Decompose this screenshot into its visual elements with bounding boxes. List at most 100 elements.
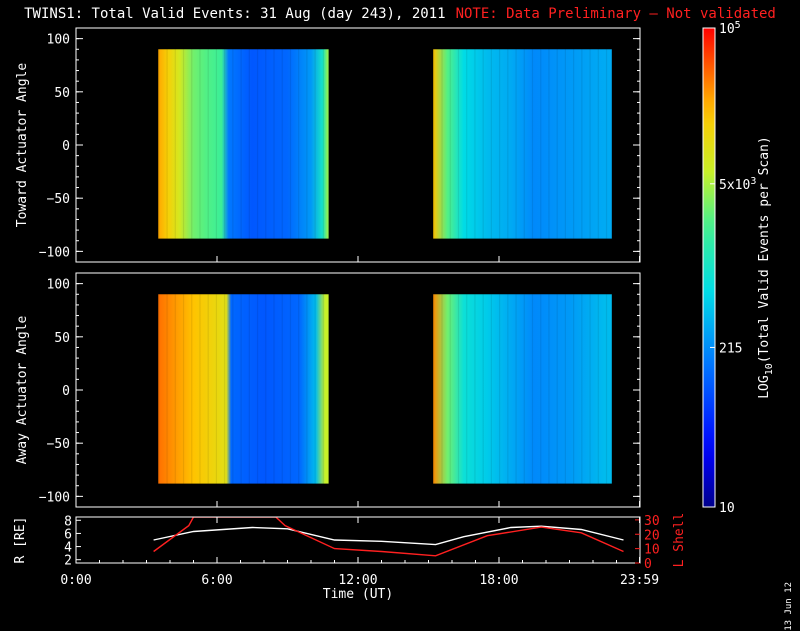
scan-stripe-top (564, 49, 566, 239)
scan-stripe-bottom (281, 294, 283, 484)
scan-stripe-top (523, 49, 525, 239)
scan-stripe-bottom (449, 294, 451, 484)
scan-stripe-top (182, 49, 185, 239)
colorbar-tick-label: 215 (719, 341, 742, 356)
title-note: NOTE: Data Preliminary — Not validated (455, 6, 776, 22)
scan-stripe-top (289, 49, 292, 239)
scan-stripe-top (248, 49, 250, 239)
ytick-label-lshell: 20 (644, 528, 660, 543)
scan-stripe-top (273, 49, 275, 239)
ytick-label-lshell: 0 (644, 557, 652, 572)
scan-stripe-bottom (232, 294, 234, 484)
scan-stripe-top (265, 49, 267, 239)
scan-stripe-top (441, 49, 443, 239)
scan-stripe-top (499, 49, 501, 239)
scan-stripe-top (281, 49, 283, 239)
ytick-label-lshell: 10 (644, 543, 660, 558)
ytick-label-bottom: 100 (47, 278, 70, 293)
ytick-label-bottom: −50 (47, 437, 70, 452)
scan-stripe-bottom (548, 294, 550, 484)
scan-stripe-bottom (523, 294, 525, 484)
scan-stripe-top (256, 49, 259, 239)
ytick-label-bottom: 0 (62, 384, 70, 399)
scan-stripe-bottom (273, 294, 275, 484)
scan-stripe-top (605, 49, 608, 239)
ylabel-top: Toward Actuator Angle (15, 63, 30, 228)
scan-stripe-top (314, 49, 316, 239)
scan-stripe-bottom (499, 294, 501, 484)
heatmap-block-bottom-2 (433, 294, 612, 484)
scan-stripe-top (581, 49, 583, 239)
scan-stripe-top (306, 49, 308, 239)
ytick-label-top: 50 (54, 86, 70, 101)
scan-stripe-bottom (556, 294, 558, 484)
scan-stripe-top (507, 49, 509, 239)
scan-stripe-top (589, 49, 591, 239)
heatmap-block-top-1 (158, 49, 329, 239)
scan-stripe-top (482, 49, 484, 239)
scan-stripe-bottom (564, 294, 566, 484)
scan-stripe-top (449, 49, 451, 239)
scan-stripe-bottom (457, 294, 460, 484)
xlabel: Time (UT) (323, 587, 393, 600)
scan-stripe-top (474, 49, 476, 239)
ylabel-bottom: Away Actuator Angle (15, 315, 30, 464)
scan-stripe-bottom (597, 294, 599, 484)
ylabel-orbit: R [RE] (13, 517, 28, 564)
scan-stripe-top (466, 49, 468, 239)
scan-stripe-top (531, 49, 534, 239)
scan-stripe-bottom (265, 294, 267, 484)
ytick-label-top: 100 (47, 33, 70, 48)
scan-stripe-bottom (573, 294, 575, 484)
colorbar-tick-label: 10 (719, 501, 735, 516)
scan-stripe-top (556, 49, 558, 239)
scan-stripe-bottom (482, 294, 484, 484)
scan-stripe-top (433, 49, 435, 239)
xtick-label: 23:59 (620, 573, 659, 588)
ytick-label-orbit: 8 (64, 514, 72, 529)
scan-stripe-top (548, 49, 550, 239)
xtick-label: 12:00 (338, 573, 377, 588)
scan-stripe-bottom (441, 294, 443, 484)
scan-stripe-bottom (605, 294, 608, 484)
heatmap-block-top-2 (433, 49, 612, 239)
scan-stripe-bottom (474, 294, 476, 484)
scan-stripe-bottom (433, 294, 435, 484)
scan-stripe-top (490, 49, 492, 239)
scan-stripe-bottom (256, 294, 259, 484)
xtick-label: 18:00 (479, 573, 518, 588)
scan-stripe-bottom (581, 294, 583, 484)
scan-stripe-top (515, 49, 517, 239)
scan-stripe-top (240, 49, 242, 239)
scan-stripe-bottom (531, 294, 534, 484)
heatmap-block-bottom-1 (158, 294, 329, 484)
scan-stripe-top (322, 49, 324, 239)
ytick-label-orbit: 2 (64, 554, 72, 569)
scan-stripe-bottom (540, 294, 542, 484)
colorbar-tick-label: 105 (719, 20, 741, 37)
date-stamp: 13 Jun 12 (784, 582, 794, 631)
ytick-label-bottom: 50 (54, 331, 70, 346)
scan-stripe-top (174, 49, 176, 239)
radius-line (153, 525, 624, 546)
scan-stripe-bottom (199, 294, 201, 484)
scan-stripe-bottom (314, 294, 316, 484)
scan-stripe-bottom (289, 294, 292, 484)
scan-stripe-bottom (174, 294, 176, 484)
scan-stripe-bottom (166, 294, 168, 484)
ytick-label-top: 0 (62, 139, 70, 154)
scan-stripe-bottom (322, 294, 324, 484)
title-main: TWINS1: Total Valid Events: 31 Aug (day … (24, 6, 446, 22)
scan-stripe-bottom (248, 294, 250, 484)
scan-stripe-top (158, 49, 160, 239)
scan-stripe-top (199, 49, 201, 239)
scan-stripe-top (166, 49, 168, 239)
colorbar-tick-label: 5x103 (719, 176, 756, 193)
scan-stripe-top (540, 49, 542, 239)
scan-stripe-top (232, 49, 234, 239)
colorbar-label: LOG10(Total Valid Events per Scan) (757, 136, 775, 399)
scan-stripe-bottom (224, 294, 226, 484)
xtick-label: 6:00 (201, 573, 232, 588)
scan-stripe-bottom (191, 294, 193, 484)
